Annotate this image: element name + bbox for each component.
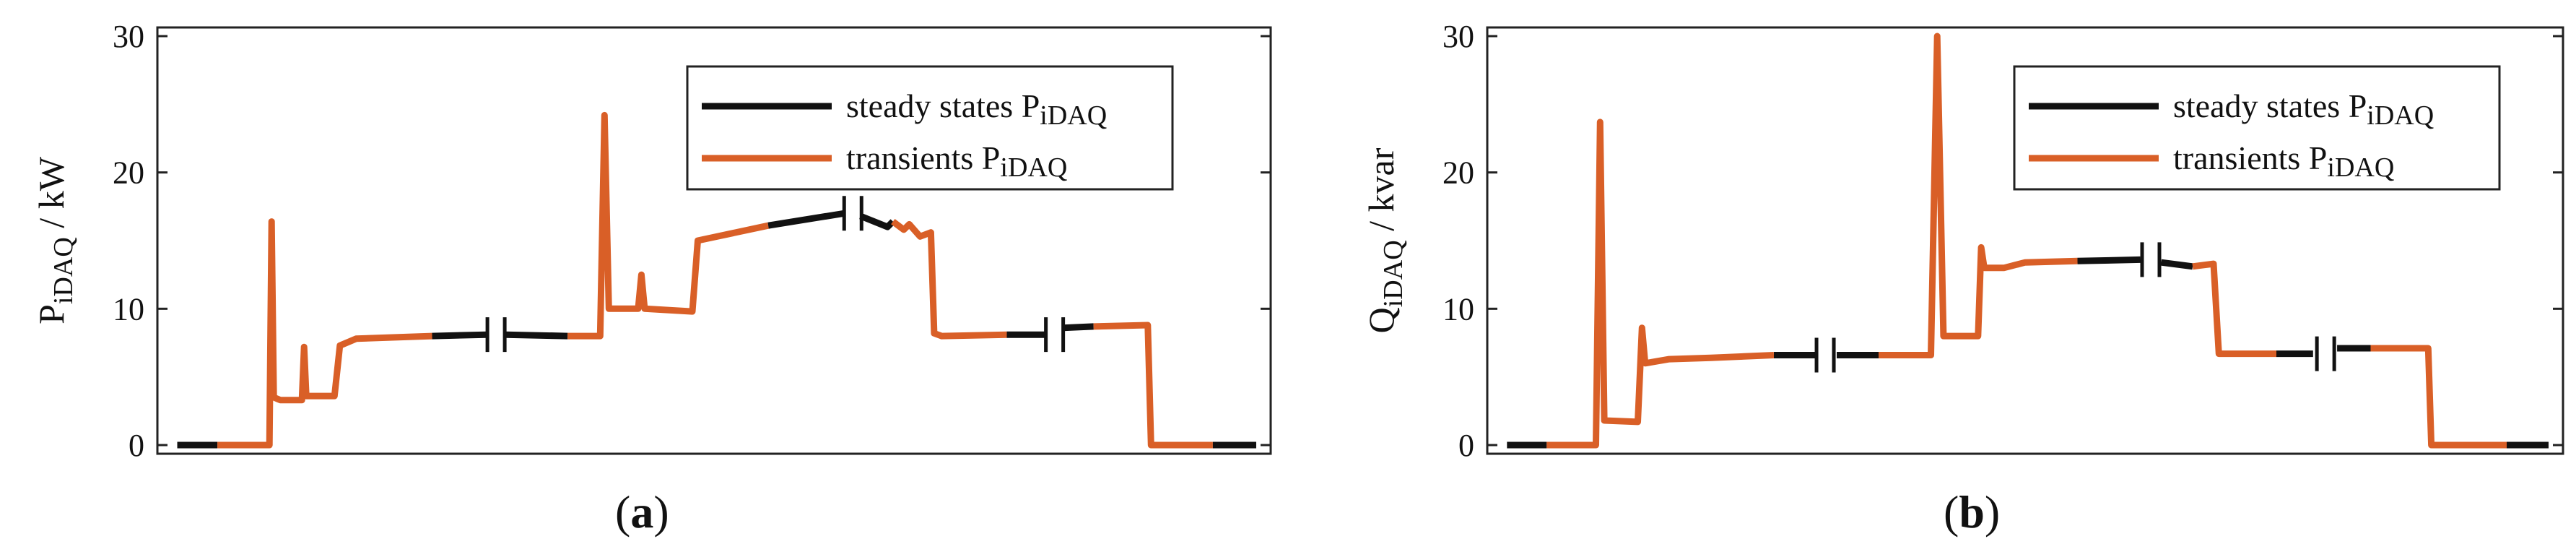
legend-entry-text: transients P — [846, 139, 1000, 176]
series-segment-transient — [2370, 345, 2507, 449]
legend-entry-subscript: iDAQ — [2367, 100, 2434, 131]
series-segment-steady — [767, 210, 845, 229]
series-segment-transient — [2192, 260, 2276, 358]
legend-entry-text: transients P — [2173, 139, 2327, 176]
legend-entry-subscript: iDAQ — [1000, 152, 1067, 183]
panel-label-b: (b) — [1944, 486, 2000, 538]
panel-label-letter: a — [630, 486, 653, 538]
series-segment-transient — [1093, 322, 1213, 449]
plot-frame — [156, 26, 1272, 455]
y-tick-label: 30 — [1443, 19, 1474, 54]
y-axis-label-main: P — [31, 304, 71, 324]
y-axis-label-unit: / kW — [31, 156, 71, 237]
y-tick-label: 0 — [129, 428, 144, 463]
y-axis-label-main: Q — [1361, 307, 1401, 333]
legend-box — [686, 65, 1174, 191]
series-segment-transient — [1546, 118, 1775, 449]
legend-box — [2013, 65, 2501, 191]
y-axis-label-subscript: iDAQ — [1378, 240, 1409, 307]
y-tick-label: 20 — [113, 155, 144, 191]
y-axis-label-unit: / kvar — [1361, 147, 1401, 240]
series-segment-transient — [1879, 33, 2078, 358]
panel-label-close-paren: ) — [1985, 486, 2000, 538]
series-segment-steady — [2077, 256, 2141, 264]
series-segment-transient — [567, 111, 770, 340]
series-segment-steady — [505, 331, 568, 340]
legend-entry-subscript: iDAQ — [2327, 152, 2394, 183]
y-axis-label: QiDAQ / kvar — [1361, 147, 1409, 333]
series-segment-steady — [432, 331, 487, 340]
legend-entry-label: steady states PiDAQ — [2173, 87, 2434, 131]
series-segment-steady — [859, 212, 895, 230]
series-segment-steady — [1063, 323, 1094, 332]
y-tick-label: 0 — [1458, 428, 1474, 463]
series-segment-transient — [891, 219, 1007, 340]
panel-label-open-paren: ( — [1944, 486, 1959, 538]
legend-entry-label: transients PiDAQ — [2173, 139, 2394, 183]
y-tick-label: 10 — [1443, 291, 1474, 327]
panel-label-letter: b — [1959, 486, 1985, 538]
legend-entry-text: steady states P — [2173, 87, 2367, 124]
y-tick-label: 20 — [1443, 155, 1474, 191]
legend-entry-label: steady states PiDAQ — [846, 87, 1107, 131]
series-segment-steady — [2160, 259, 2193, 270]
legend-entry-subscript: iDAQ — [1040, 100, 1107, 131]
panel-label-a: (a) — [615, 486, 669, 538]
panel-label-open-paren: ( — [615, 486, 630, 538]
y-tick-label: 30 — [113, 19, 144, 54]
legend-entry-label: transients PiDAQ — [846, 139, 1067, 183]
panel-label-close-paren: ) — [653, 486, 669, 538]
y-tick-label: 10 — [113, 291, 144, 327]
series-segment-transient — [217, 218, 432, 449]
plot-frame — [1486, 26, 2564, 455]
y-axis-label-subscript: iDAQ — [48, 237, 79, 304]
y-axis-label: PiDAQ / kW — [31, 156, 79, 324]
legend-entry-text: steady states P — [846, 87, 1040, 124]
